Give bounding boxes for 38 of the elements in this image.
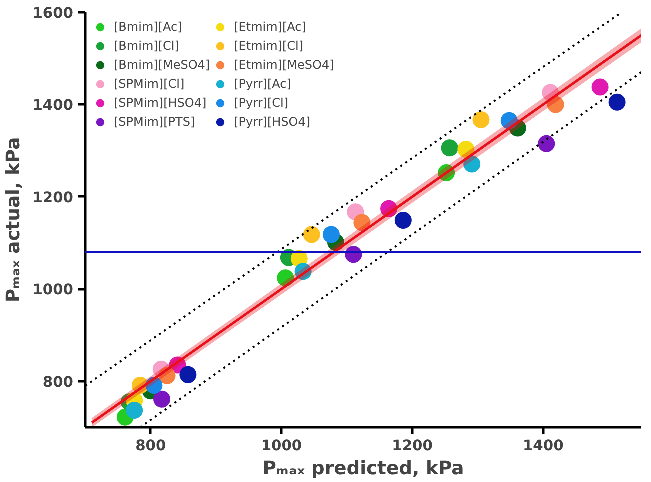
legend-label: [Pyrr][HSO4] — [234, 115, 311, 129]
legend-label: [Etmim][Cl] — [234, 39, 304, 53]
point — [592, 78, 609, 96]
legend-label: [Pyrr][Cl] — [234, 96, 289, 110]
y-tick-label: 1400 — [32, 97, 74, 114]
legend-label: [SPMim][Cl] — [114, 77, 185, 91]
point — [394, 212, 412, 229]
legend-label: [Bmim][Ac] — [114, 20, 182, 34]
x-tick-label: 1200 — [392, 438, 433, 454]
y-tick-label: 1200 — [32, 189, 74, 206]
y-tick-label: 1000 — [32, 282, 74, 299]
legend-label: [Etmim][MeSO4] — [234, 58, 334, 72]
point — [547, 96, 564, 114]
legend-label: [Bmim][MeSO4] — [114, 58, 210, 72]
legend-label: [SPMim][HSO4] — [114, 96, 207, 110]
legend-label: [SPMim][PTS] — [114, 115, 196, 129]
y-tick-label: 1600 — [32, 5, 74, 22]
point — [354, 214, 371, 232]
x-tick-label: 800 — [136, 438, 166, 454]
point — [303, 226, 320, 244]
y-tick-label: 800 — [42, 374, 74, 391]
x-tick-label: 1000 — [261, 438, 302, 454]
point — [464, 156, 481, 173]
point — [458, 140, 475, 158]
point — [180, 366, 197, 384]
x-tick-label: 1400 — [522, 438, 564, 454]
legend-label: [Bmim][Cl] — [114, 39, 180, 53]
x-axis-title: Pₘₐₓ predicted, kPa — [262, 458, 464, 480]
point — [608, 94, 626, 111]
y-axis-title: Pₘₐₓ actual, kPa — [4, 137, 25, 303]
legend-label: [Etmim][Ac] — [234, 20, 306, 34]
point — [441, 140, 458, 157]
point — [322, 226, 340, 244]
point — [538, 135, 556, 152]
legend-label: [Pyrr][Ac] — [234, 77, 292, 91]
point — [154, 390, 171, 408]
point — [126, 402, 144, 419]
point — [472, 111, 490, 128]
